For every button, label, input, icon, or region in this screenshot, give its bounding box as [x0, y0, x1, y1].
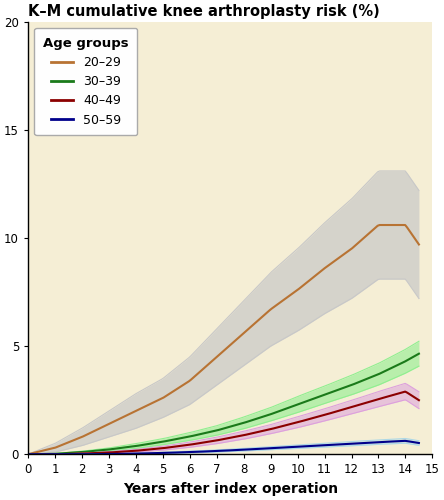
- 30–39: [383, 368, 388, 374]
- Line: 50–59: 50–59: [28, 441, 419, 454]
- 20–29: [41, 448, 47, 454]
- 40–49: [49, 451, 54, 457]
- 40–49: [416, 397, 422, 403]
- 50–59: [403, 438, 408, 444]
- 20–29: [385, 222, 390, 228]
- 40–49: [403, 388, 408, 394]
- 30–39: [396, 361, 402, 367]
- 40–49: [25, 451, 31, 457]
- 20–29: [25, 451, 31, 457]
- 50–59: [41, 451, 47, 457]
- Legend: 20–29, 30–39, 40–49, 50–59: 20–29, 30–39, 40–49, 50–59: [34, 28, 138, 136]
- X-axis label: Years after index operation: Years after index operation: [123, 482, 338, 496]
- 40–49: [396, 390, 402, 396]
- 40–49: [130, 448, 135, 454]
- Line: 30–39: 30–39: [28, 354, 419, 454]
- 20–29: [377, 222, 382, 228]
- 50–59: [49, 451, 54, 457]
- 30–39: [130, 444, 135, 450]
- 50–59: [25, 451, 31, 457]
- 20–29: [399, 222, 404, 228]
- Line: 20–29: 20–29: [28, 225, 419, 454]
- 50–59: [416, 440, 422, 446]
- 30–39: [98, 448, 103, 454]
- 30–39: [25, 451, 31, 457]
- Line: 40–49: 40–49: [28, 392, 419, 454]
- 20–29: [49, 446, 54, 452]
- 20–29: [98, 425, 103, 431]
- 20–29: [416, 242, 422, 248]
- 20–29: [130, 410, 135, 416]
- 30–39: [416, 350, 422, 356]
- 50–59: [130, 450, 135, 456]
- 30–39: [49, 451, 54, 457]
- 40–49: [98, 450, 103, 456]
- 50–59: [396, 438, 402, 444]
- 50–59: [383, 439, 388, 445]
- 40–49: [41, 451, 47, 457]
- 50–59: [98, 451, 103, 457]
- 30–39: [41, 451, 47, 457]
- Text: K–M cumulative knee arthroplasty risk (%): K–M cumulative knee arthroplasty risk (%…: [28, 4, 380, 19]
- 40–49: [383, 394, 388, 400]
